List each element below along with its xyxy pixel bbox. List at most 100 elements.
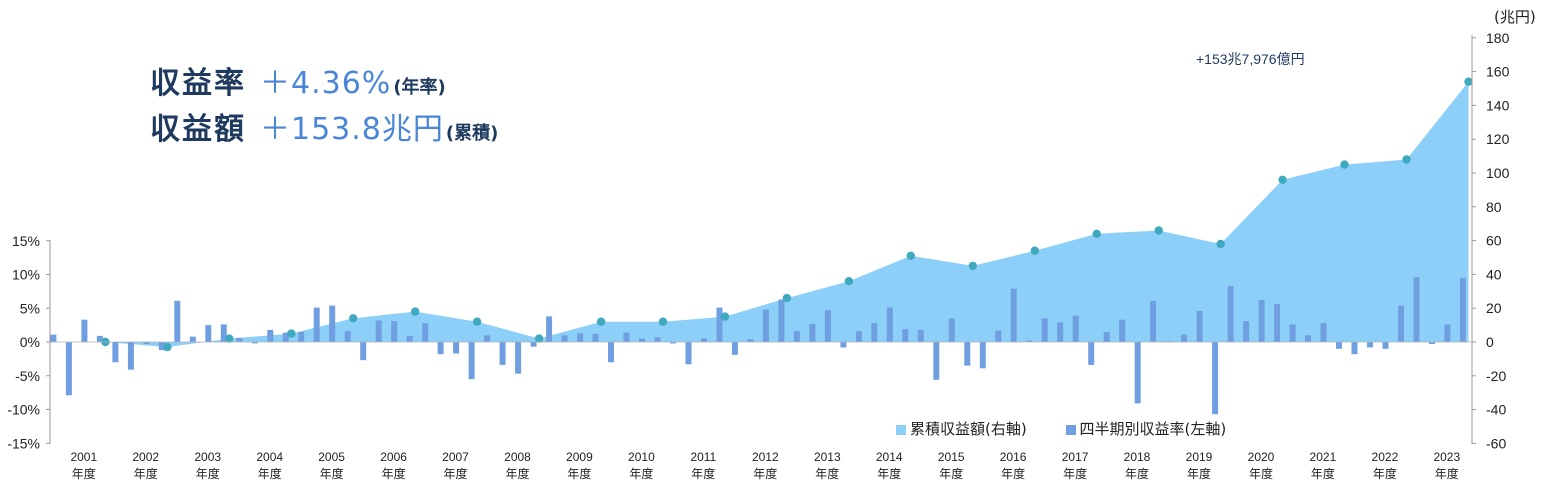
x-tick-year: 2009: [566, 450, 593, 464]
x-tick-year: 2013: [814, 450, 841, 464]
quarterly-bar: [1336, 342, 1342, 349]
x-tick-year: 2022: [1372, 450, 1399, 464]
cumulative-point: [534, 334, 544, 343]
cumulative-point: [163, 342, 172, 352]
left-tick-label: -5%: [15, 368, 40, 384]
return-rate-value: ＋4.36%: [260, 66, 392, 101]
x-tick-label: 年度: [939, 466, 963, 481]
chart-legend: 累積収益額(右軸) 四半期別収益率(左軸): [896, 418, 1260, 439]
x-tick-label: 年度: [320, 466, 344, 481]
quarterly-bar: [81, 319, 88, 342]
x-tick-label: 年度: [815, 466, 839, 481]
right-tick-label: 60: [1486, 233, 1502, 249]
cumulative-point: [1216, 239, 1225, 249]
quarterly-bar: [917, 329, 924, 343]
x-tick-label: 年度: [72, 466, 96, 481]
quarterly-bar: [1150, 300, 1157, 342]
quarterly-bar: [298, 331, 305, 342]
x-tick-label: 年度: [258, 466, 282, 481]
quarterly-bar: [1351, 342, 1358, 355]
left-tick-label: -10%: [7, 402, 40, 418]
right-tick-label: 140: [1486, 97, 1510, 113]
quarterly-bar: [793, 331, 800, 342]
x-tick-label: 年度: [1311, 466, 1335, 481]
cumulative-point: [1030, 246, 1040, 255]
right-tick-label: -40: [1486, 402, 1506, 418]
quarterly-bar: [344, 331, 351, 342]
legend-swatch-bar: [1065, 424, 1076, 435]
x-tick-year: 2007: [442, 450, 469, 464]
quarterly-bar: [1010, 288, 1017, 342]
quarterly-bar: [189, 336, 196, 342]
right-axis-unit: (兆円): [1494, 8, 1536, 26]
quarterly-bar: [530, 342, 537, 347]
x-tick-label: 年度: [196, 466, 220, 481]
quarterly-bar: [1181, 334, 1188, 342]
quarterly-bar: [406, 335, 413, 342]
cumulative-point: [844, 277, 854, 286]
quarterly-bar: [979, 342, 986, 369]
quarterly-bar: [654, 337, 661, 342]
quarterly-bar: [1088, 342, 1095, 365]
cumulative-point: [782, 293, 792, 303]
quarterly-bar: [623, 332, 630, 342]
x-tick-year: 2011: [690, 450, 716, 464]
quarterly-bar: [778, 299, 785, 342]
quarterly-bar: [96, 335, 103, 342]
cumulative-point: [1464, 77, 1473, 86]
x-tick-label: 年度: [382, 466, 406, 481]
x-tick-label: 年度: [629, 466, 653, 481]
cumulative-point: [906, 251, 915, 260]
right-tick-label: 100: [1486, 165, 1510, 181]
quarterly-bar: [701, 338, 707, 342]
quarterly-bar: [1382, 342, 1389, 349]
cumulative-point: [1278, 175, 1287, 184]
quarterly-bar: [236, 337, 243, 342]
quarterly-bar: [282, 332, 289, 342]
quarterly-bar: [561, 335, 568, 343]
return-rate-suffix: (年率): [393, 77, 446, 98]
quarterly-bar: [1057, 322, 1064, 342]
quarterly-bar: [886, 307, 893, 342]
quarterly-bar: [1041, 318, 1048, 342]
legend-swatch-area: [896, 424, 906, 435]
quarterly-bar: [1444, 324, 1451, 342]
quarterly-bar: [1305, 335, 1311, 343]
x-tick-year: 2023: [1433, 450, 1460, 464]
right-tick-label: 40: [1486, 266, 1502, 282]
quarterly-bar: [824, 310, 831, 342]
quarterly-bar: [1212, 342, 1219, 415]
right-tick-label: 80: [1486, 199, 1502, 215]
return-amount-value: ＋153.8兆円: [260, 112, 444, 147]
quarterly-bar: [948, 318, 955, 342]
quarterly-bar: [1320, 323, 1327, 342]
x-tick-label: 年度: [1435, 466, 1459, 481]
legend-item-quarterly: 四半期別収益率(左軸): [1065, 418, 1226, 439]
quarterly-bar: [1398, 305, 1404, 343]
quarterly-bar: [1103, 331, 1110, 342]
quarterly-bar: [809, 323, 816, 342]
x-tick-year: 2012: [752, 450, 779, 464]
cumulative-point: [720, 312, 730, 321]
x-tick-year: 2020: [1248, 450, 1275, 464]
x-tick-label: 年度: [691, 466, 715, 481]
quarterly-bar: [437, 342, 444, 355]
quarterly-bar: [731, 342, 738, 355]
x-tick-year: 2015: [938, 450, 965, 464]
x-tick-year: 2017: [1062, 450, 1089, 464]
quarterly-bar: [995, 330, 1002, 342]
quarterly-bar: [608, 342, 614, 363]
quarterly-bar: [670, 342, 676, 344]
quarterly-bar: [515, 342, 522, 374]
x-tick-year: 2003: [194, 450, 221, 464]
quarterly-bar: [220, 324, 227, 342]
return-rate-headline: 収益率 ＋4.36% (年率): [150, 58, 446, 102]
quarterly-bar: [871, 323, 878, 342]
left-tick-label: 5%: [20, 300, 40, 316]
right-tick-label: 20: [1486, 300, 1502, 316]
quarterly-bar: [1274, 304, 1281, 342]
x-tick-year: 2016: [1000, 450, 1027, 464]
cumulative-point: [658, 317, 668, 326]
cumulative-point: [349, 314, 358, 323]
